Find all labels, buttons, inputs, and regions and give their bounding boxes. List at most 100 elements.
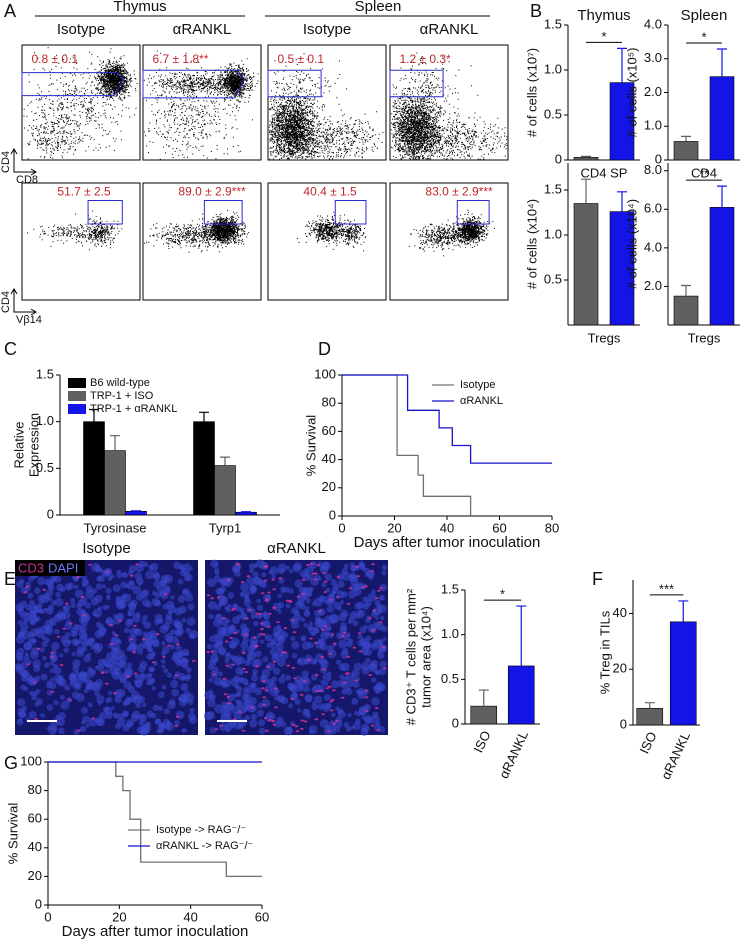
nucleus	[42, 656, 47, 661]
nucleus	[180, 683, 189, 692]
nucleus	[373, 606, 382, 616]
nucleus	[250, 613, 257, 619]
nucleus	[206, 711, 215, 720]
cd3-cell	[283, 627, 288, 629]
cd3-cell	[293, 677, 297, 680]
nucleus	[285, 674, 292, 681]
nucleus	[27, 592, 34, 599]
error-bar	[681, 135, 691, 142]
nucleus	[64, 684, 71, 691]
cd3-cell	[113, 692, 117, 695]
y-tick-label: 20	[613, 661, 627, 676]
cd3-cell	[354, 679, 359, 682]
nucleus	[101, 584, 107, 589]
nucleus	[55, 591, 62, 598]
nucleus	[132, 710, 141, 719]
cd3-cell	[372, 609, 377, 612]
x-tick-label: ISO	[471, 728, 494, 755]
nucleus	[149, 562, 159, 572]
cd3-cell	[264, 689, 269, 692]
nucleus	[138, 664, 146, 673]
cd3-cell	[267, 591, 271, 594]
cd3-cell	[294, 725, 299, 728]
nucleus	[291, 620, 300, 629]
cd3-cell	[301, 578, 306, 581]
nucleus	[225, 701, 234, 710]
nucleus	[62, 639, 71, 648]
nucleus	[112, 712, 118, 717]
x-axis-title: CD4 SP	[581, 165, 628, 180]
nucleus	[28, 711, 37, 719]
nucleus	[118, 660, 125, 667]
y-axis-title: Relative	[11, 422, 26, 469]
nucleus	[237, 699, 243, 706]
nucleus	[94, 690, 100, 697]
nucleus	[294, 579, 303, 588]
nucleus	[122, 593, 128, 599]
x-axis-title: Tregs	[688, 330, 721, 345]
nucleus	[76, 649, 84, 658]
nucleus	[325, 587, 331, 593]
nucleus	[177, 578, 184, 585]
cd3-cell	[272, 723, 277, 726]
gate	[456, 200, 490, 225]
y-axis-title: # of cells (x10⁷)	[524, 48, 539, 137]
nucleus	[291, 607, 299, 615]
nucleus	[17, 718, 23, 723]
cd3-cell	[36, 647, 41, 650]
cd3-cell	[272, 606, 277, 609]
cd3-cell	[316, 690, 320, 693]
cd3-cell	[233, 631, 238, 634]
nucleus	[83, 688, 89, 694]
nucleus	[212, 643, 218, 649]
nucleus	[364, 599, 372, 607]
nucleus	[251, 674, 259, 682]
panel-label: G	[4, 753, 18, 773]
x-axis-title: Tregs	[588, 330, 621, 345]
nucleus	[143, 621, 152, 629]
nucleus	[365, 635, 372, 642]
nucleus	[346, 640, 353, 648]
nucleus	[303, 623, 308, 628]
nucleus	[115, 723, 122, 730]
nucleus	[224, 658, 230, 664]
nucleus	[359, 626, 367, 634]
nucleus	[70, 630, 78, 638]
cd3-cell	[285, 599, 290, 602]
nucleus	[227, 577, 234, 584]
nucleus	[39, 647, 45, 653]
cd3-cell	[244, 671, 248, 673]
cd3-cell	[278, 577, 283, 580]
y-tick-label: 0	[555, 151, 562, 166]
nucleus	[16, 647, 25, 656]
error-bar	[617, 191, 627, 212]
bar	[470, 705, 498, 725]
image-title: Isotype	[82, 540, 130, 557]
nucleus	[266, 711, 274, 719]
cd3-cell	[272, 588, 277, 591]
nucleus	[138, 720, 145, 726]
cd3-cell	[360, 586, 365, 589]
cd3-cell	[24, 591, 28, 594]
axis-arrow	[10, 288, 37, 316]
cd3-cell	[358, 650, 363, 653]
gate-percentage: 51.7 ± 2.5	[57, 185, 111, 199]
nucleus	[135, 564, 144, 573]
gate-percentage: 1.2 ± 0.3*	[399, 52, 451, 66]
cd3-cell	[376, 729, 381, 732]
nucleus	[171, 655, 178, 661]
cd3-cell	[80, 595, 85, 598]
nucleus	[323, 681, 329, 687]
nucleus	[76, 603, 82, 609]
nucleus	[294, 698, 301, 705]
flow-events	[390, 52, 508, 160]
cd3-cell	[238, 711, 243, 714]
nucleus	[244, 715, 251, 721]
error-bar	[678, 600, 689, 622]
nucleus	[80, 619, 88, 627]
nucleus	[337, 580, 345, 589]
nucleus	[129, 580, 134, 585]
nucleus	[241, 694, 249, 701]
nucleus	[379, 583, 388, 592]
cd3-cell	[314, 718, 319, 721]
